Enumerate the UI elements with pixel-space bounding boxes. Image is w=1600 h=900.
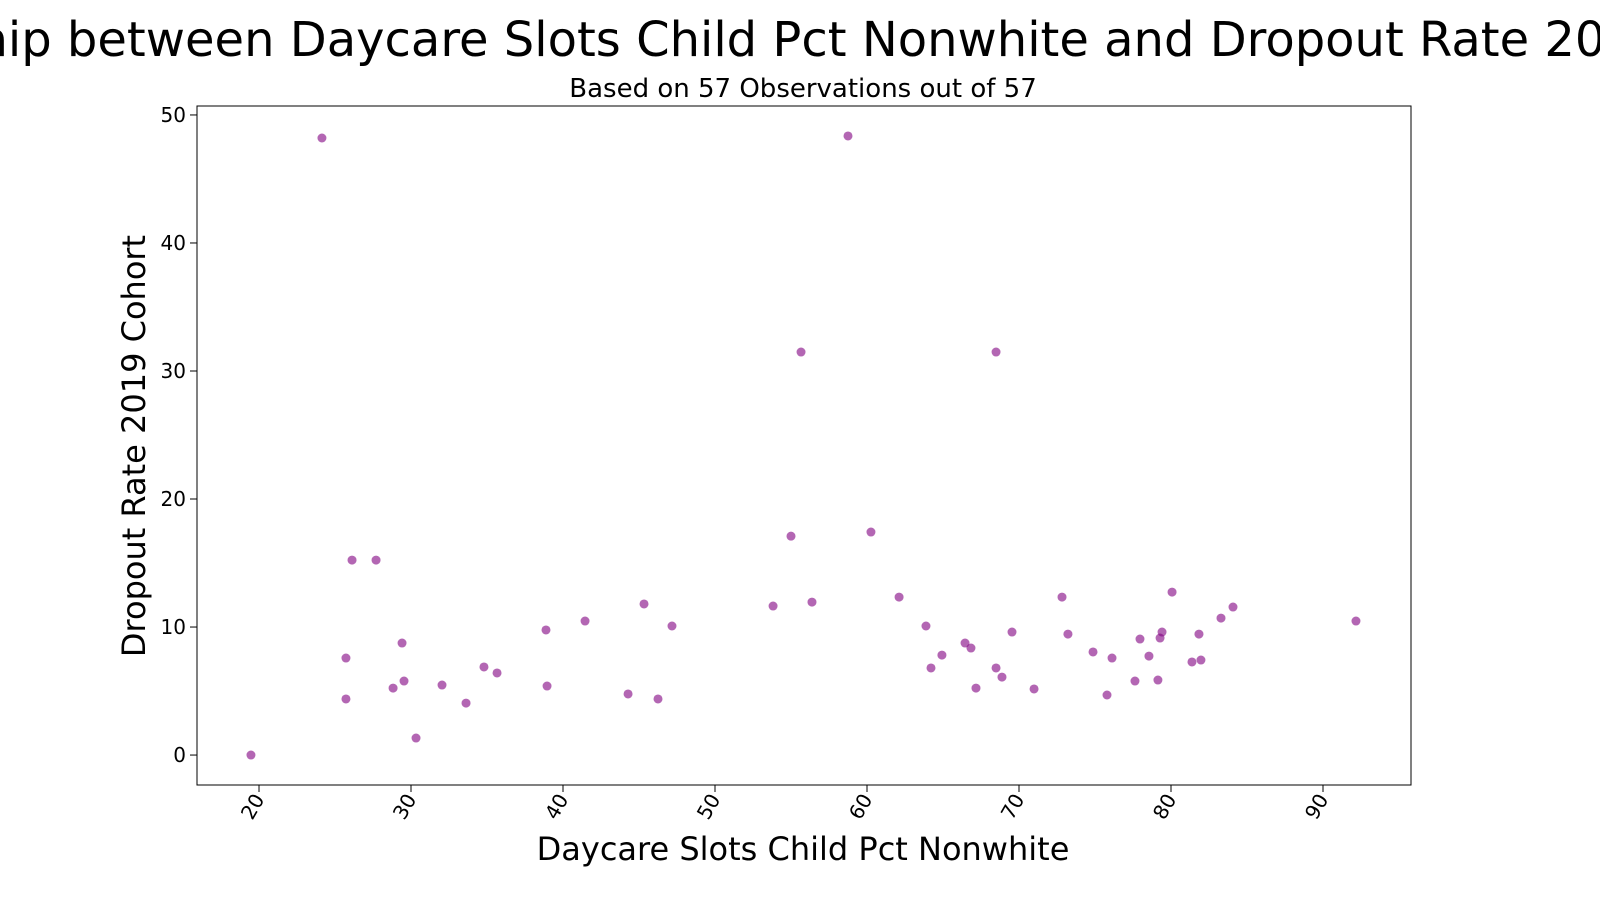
scatter-point <box>492 668 502 678</box>
x-tick-label: 20 <box>236 790 270 824</box>
scatter-point <box>1007 627 1017 637</box>
x-tick-label: 30 <box>388 790 422 824</box>
chart-title: Relationship between Daycare Slots Child… <box>0 12 1600 68</box>
scatter-point <box>1130 676 1140 686</box>
scatter-point <box>1187 657 1197 667</box>
scatter-point <box>411 733 421 743</box>
y-tick-label: 20 <box>161 487 186 511</box>
scatter-point <box>639 599 649 609</box>
scatter-point <box>341 653 351 663</box>
scatter-point <box>1153 675 1163 685</box>
scatter-point <box>960 638 970 648</box>
scatter-point <box>1063 629 1073 639</box>
scatter-point <box>1102 690 1112 700</box>
scatter-point <box>341 694 351 704</box>
scatter-point <box>971 683 981 693</box>
scatter-point <box>317 133 327 143</box>
y-axis-label: Dropout Rate 2019 Cohort <box>115 235 153 657</box>
scatter-point <box>1167 587 1177 597</box>
scatter-point <box>894 592 904 602</box>
scatter-point <box>1228 602 1238 612</box>
scatter-point <box>542 681 552 691</box>
scatter-point <box>997 672 1007 682</box>
scatter-point <box>399 676 409 686</box>
x-tick-label: 70 <box>996 790 1030 824</box>
scatter-point <box>1107 653 1117 663</box>
scatter-point <box>397 638 407 648</box>
scatter-point <box>541 625 551 635</box>
y-tick-label: 0 <box>173 743 186 767</box>
scatter-point <box>921 621 931 631</box>
x-tick-label: 40 <box>540 790 574 824</box>
scatter-point <box>388 683 398 693</box>
scatter-point <box>966 643 976 653</box>
y-tick-label: 30 <box>161 359 186 383</box>
scatter-point <box>991 663 1001 673</box>
scatter-point <box>866 527 876 537</box>
y-tick-label: 10 <box>161 615 186 639</box>
scatter-point <box>1144 651 1154 661</box>
scatter-point <box>768 601 778 611</box>
scatter-point <box>1135 634 1145 644</box>
scatter-point <box>1216 613 1226 623</box>
x-tick-label: 50 <box>692 790 726 824</box>
scatter-point <box>347 555 357 565</box>
scatter-point <box>580 616 590 626</box>
scatter-point <box>1196 655 1206 665</box>
scatter-point <box>371 555 381 565</box>
scatter-point <box>461 698 471 708</box>
x-tick-label: 90 <box>1300 790 1334 824</box>
scatter-point <box>1057 592 1067 602</box>
scatter-point <box>479 662 489 672</box>
plot-frame <box>196 105 1412 786</box>
scatter-point <box>1351 616 1361 626</box>
scatter-point <box>653 694 663 704</box>
scatter-point <box>786 531 796 541</box>
scatter-point <box>1088 647 1098 657</box>
chart-subtitle: Based on 57 Observations out of 57 <box>569 74 1036 104</box>
scatter-point <box>1029 684 1039 694</box>
x-axis-label: Daycare Slots Child Pct Nonwhite <box>537 830 1070 868</box>
scatter-point <box>1157 627 1167 637</box>
x-tick-label: 80 <box>1148 790 1182 824</box>
scatter-point <box>1194 629 1204 639</box>
scatter-point <box>623 689 633 699</box>
y-tick-label: 50 <box>161 103 186 127</box>
y-tick-label: 40 <box>161 231 186 255</box>
scatter-point <box>807 597 817 607</box>
scatter-point <box>437 680 447 690</box>
scatter-point <box>937 650 947 660</box>
scatter-point <box>843 131 853 141</box>
scatter-point <box>991 347 1001 357</box>
scatter-point <box>796 347 806 357</box>
x-tick-label: 60 <box>844 790 878 824</box>
scatter-point <box>667 621 677 631</box>
scatter-point <box>246 750 256 760</box>
scatter-point <box>926 663 936 673</box>
